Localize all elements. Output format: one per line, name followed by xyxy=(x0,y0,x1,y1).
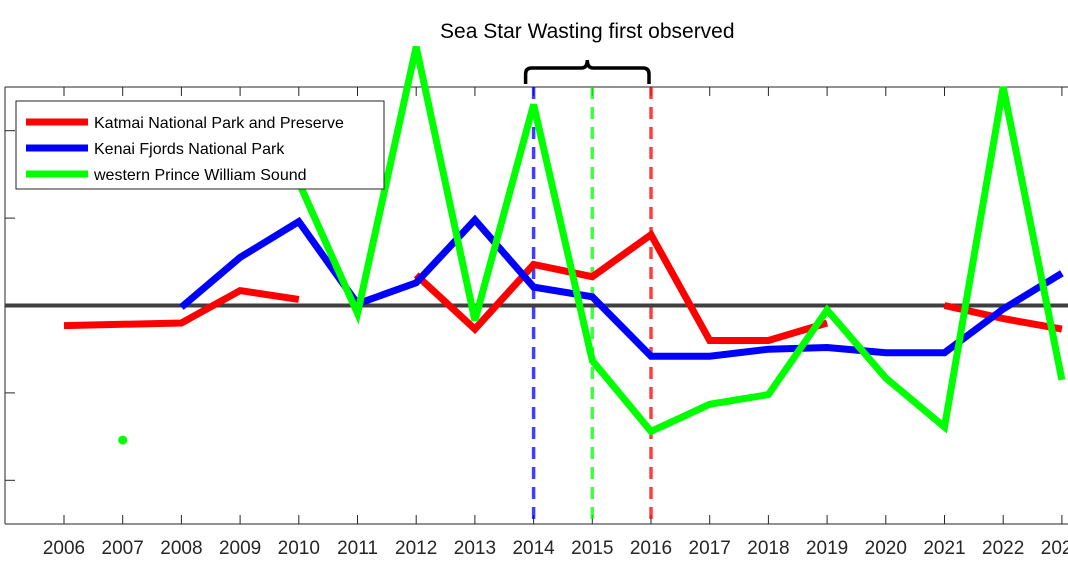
x-tick-label: 2014 xyxy=(512,538,555,559)
x-tick-label: 2010 xyxy=(278,538,320,559)
series-line xyxy=(179,214,1064,360)
annotation-brace xyxy=(523,59,651,84)
x-tick-label: 2009 xyxy=(219,538,261,559)
annotation: Sea Star Wasting first observed xyxy=(440,20,735,84)
series-layer xyxy=(63,46,1066,445)
x-tick-label: 2012 xyxy=(395,538,437,559)
vertical-markers xyxy=(531,87,653,524)
x-tick-label: 2017 xyxy=(689,538,731,559)
legend: Katmai National Park and Preserve Kenai F… xyxy=(15,100,385,190)
x-tick-label: 2011 xyxy=(337,538,378,559)
series-line xyxy=(295,46,1066,436)
x-tick-label: 2007 xyxy=(102,538,144,559)
series-line xyxy=(63,286,300,330)
x-tick-label: 2006 xyxy=(43,538,85,559)
x-tick-label: 2020 xyxy=(865,538,907,559)
x-tick-label: 2019 xyxy=(806,538,848,559)
data-point xyxy=(118,435,128,445)
series-line xyxy=(413,229,829,344)
x-tick-label: 2016 xyxy=(630,538,672,559)
x-tick-label: 2008 xyxy=(160,538,202,559)
x-tick-label: 2018 xyxy=(747,538,789,559)
x-tick-label: 2023 xyxy=(1041,538,1068,559)
legend-label: western Prince William Sound xyxy=(93,167,307,184)
x-tick-label: 2021 xyxy=(923,538,965,559)
legend-label: Katmai National Park and Preserve xyxy=(94,115,344,132)
axes: 2006 2007 2008 2009 2010 2011 2012 2013 2014 2015… xyxy=(4,86,1068,559)
annotation-text: Sea Star Wasting first observed xyxy=(440,20,735,43)
x-tick-label: 2022 xyxy=(982,538,1024,559)
legend-label: Kenai Fjords National Park xyxy=(94,141,285,158)
x-tick-label: 2013 xyxy=(454,538,496,559)
x-tick-label: 2015 xyxy=(571,538,613,559)
